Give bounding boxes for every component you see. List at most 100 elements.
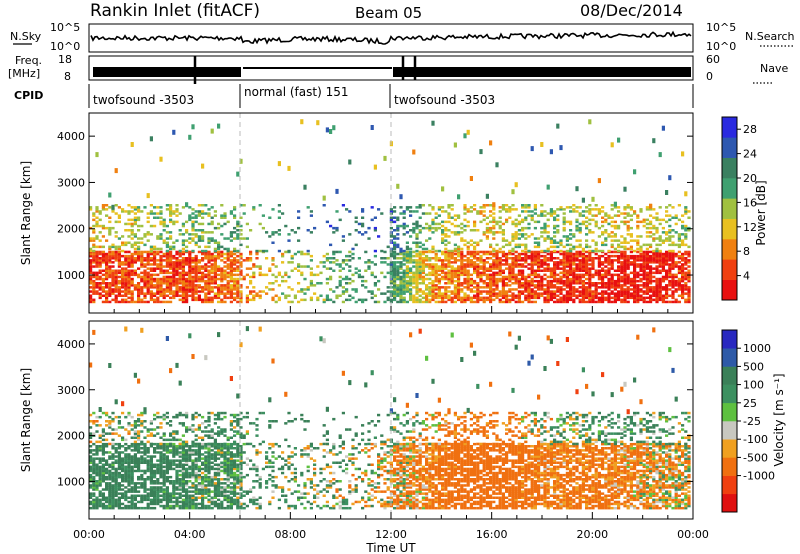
- p-cell-482: [146, 282, 150, 285]
- p-cell-3894: [645, 222, 649, 226]
- p-cell-977: [204, 294, 208, 297]
- p-cell-669: [169, 282, 173, 285]
- p-cell-3568: [610, 277, 614, 281]
- p-cell-2565: [492, 208, 496, 211]
- p-cell-1130: [220, 204, 224, 207]
- p-cell-3536: [607, 294, 611, 297]
- p-cell-823: [185, 245, 189, 249]
- p-cell-1930: [415, 226, 419, 230]
- p-cell-2677: [508, 288, 512, 291]
- p-cell-2740: [514, 257, 518, 260]
- p-cell-148: [105, 265, 109, 268]
- p-cell-4156: [677, 271, 681, 275]
- p-cell-4235: [687, 292, 691, 295]
- p-cell-2085: [434, 212, 438, 215]
- v-cell-535: [146, 494, 150, 497]
- p-cell-3889: [645, 247, 649, 251]
- p-cell-2718: [511, 239, 515, 242]
- p-cell-1830: [405, 284, 409, 287]
- p-cell-3177: [565, 273, 569, 277]
- v-cell-483: [140, 478, 144, 481]
- p-cell-1838: [405, 265, 409, 268]
- p-cell-270: [121, 294, 125, 297]
- p-cell-1942: [418, 277, 422, 281]
- p-cell-679: [169, 257, 173, 260]
- p-cell-3054: [553, 300, 557, 304]
- p-cell-3056: [553, 294, 557, 297]
- p-cell-3682: [623, 273, 627, 277]
- p-cell-3433: [594, 294, 598, 297]
- p-cell-825: [185, 231, 189, 234]
- p-cell-2969: [540, 204, 544, 207]
- v-cell-425: [133, 463, 137, 466]
- p-cell-1078: [213, 241, 217, 244]
- p-cell-2514: [489, 279, 493, 283]
- p-cell-1936: [418, 300, 422, 304]
- v-cell-42: [92, 478, 96, 481]
- p-cell-2468: [482, 261, 486, 264]
- p-cell-3979: [655, 247, 659, 251]
- v-cell-135: [101, 459, 105, 462]
- p-cell-1816: [402, 252, 406, 256]
- p-cell-3062: [553, 277, 557, 281]
- v-cell-306: [121, 480, 125, 483]
- p-cell-2388: [473, 269, 477, 272]
- v-cell-606: [153, 447, 157, 450]
- p-cell-2572: [495, 288, 499, 291]
- p-cell-1884: [412, 279, 416, 283]
- p-cell-3197: [569, 294, 573, 297]
- p-cell-318: [127, 300, 131, 304]
- p-cell-3446: [594, 247, 598, 251]
- p-cell-1756: [396, 265, 400, 268]
- p-cell-1160: [226, 279, 230, 283]
- p-cell-3357: [585, 263, 589, 266]
- p-cell-126: [101, 245, 105, 249]
- v-cell-258: [114, 459, 118, 462]
- p-cell-3996: [658, 282, 662, 285]
- p-cell-3496: [601, 254, 605, 258]
- p-cell-3912: [649, 267, 653, 270]
- p-cell-2312: [463, 271, 467, 275]
- p-cell-371: [130, 231, 134, 234]
- v-cell-403: [130, 457, 134, 460]
- p-cell-2206: [450, 269, 454, 272]
- p-cell-1918: [415, 263, 419, 266]
- p-cell-908: [194, 259, 198, 262]
- v-cell-484: [140, 475, 144, 479]
- p-cell-4096: [668, 224, 672, 228]
- p-cell-137: [105, 292, 109, 295]
- p-cell-3398: [588, 231, 592, 234]
- p-cell-1555: [341, 235, 345, 238]
- p-cell-3213: [569, 259, 573, 262]
- p-cell-2473: [482, 231, 486, 234]
- p-cell-2705: [511, 275, 515, 279]
- p-cell-1224: [233, 231, 237, 234]
- p-cell-1880: [412, 296, 416, 300]
- v-cell-274: [117, 492, 121, 495]
- p-cell-2853: [527, 257, 531, 260]
- p-cell-1855: [409, 292, 413, 295]
- v-cell-364: [127, 471, 131, 475]
- p-cell-127: [101, 235, 105, 238]
- p-cell-4048: [665, 286, 669, 289]
- p-cell-3585: [610, 216, 614, 219]
- p-cell-3327: [581, 269, 585, 272]
- p-cell-250: [117, 275, 121, 279]
- p-cell-3815: [636, 216, 640, 219]
- p-cell-1058: [213, 294, 217, 297]
- p-cell-3238: [572, 275, 576, 279]
- p-cell-1767: [396, 218, 400, 222]
- p-cell-479: [146, 288, 150, 291]
- p-cell-1635: [370, 125, 374, 130]
- v-cell-33: [92, 500, 96, 504]
- p-cell-787: [181, 267, 185, 270]
- p-cell-1373: [274, 300, 278, 304]
- p-cell-849: [188, 250, 192, 254]
- p-cell-2438: [479, 277, 483, 281]
- p-cell-3233: [572, 288, 576, 291]
- p-cell-964: [201, 237, 205, 240]
- p-cell-2689: [508, 252, 512, 256]
- v-cell-222: [111, 471, 115, 475]
- p-cell-3109: [556, 123, 560, 129]
- v-cell-201: [108, 424, 112, 427]
